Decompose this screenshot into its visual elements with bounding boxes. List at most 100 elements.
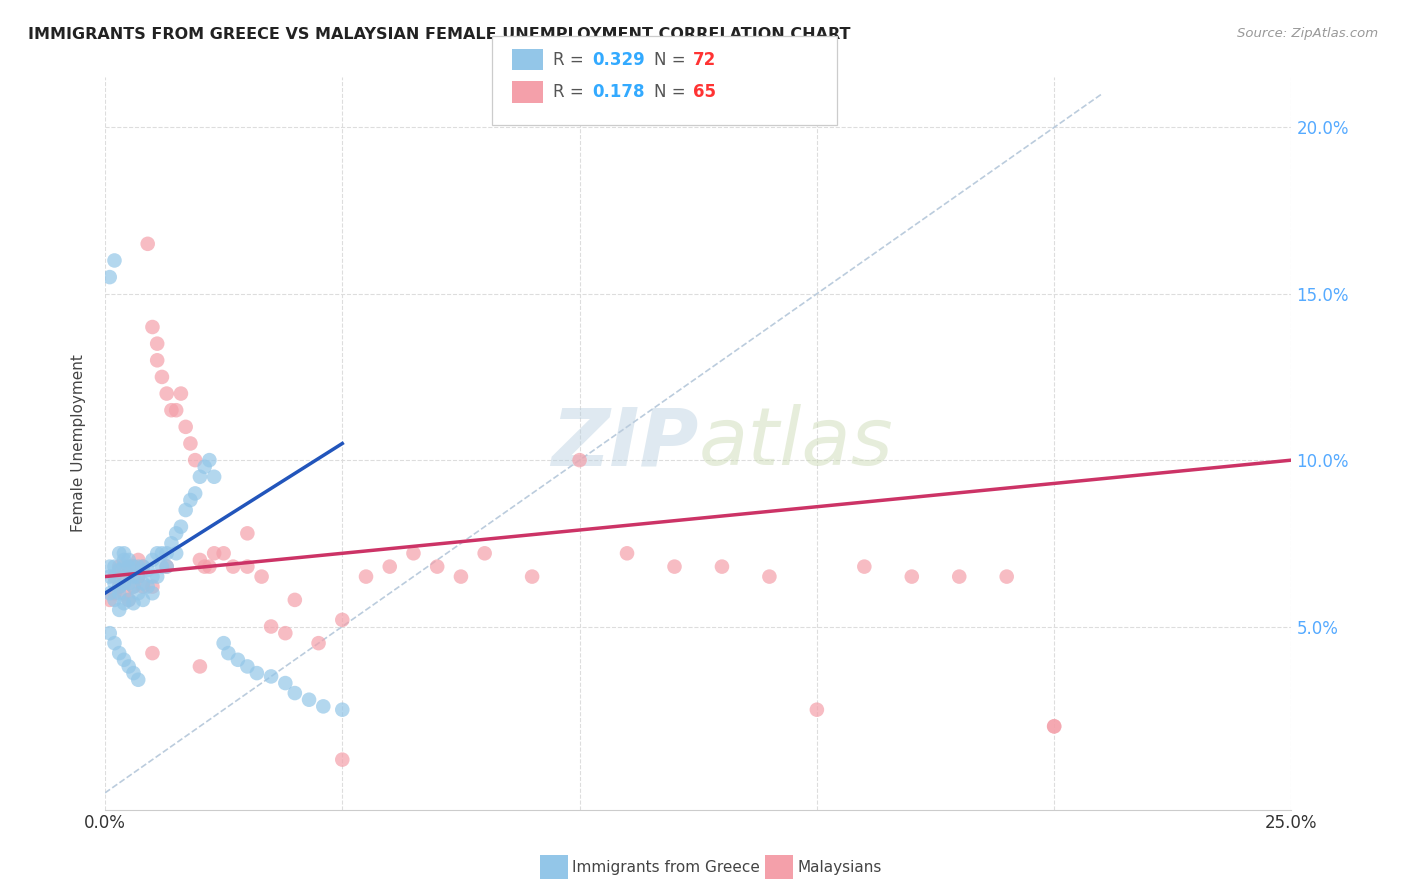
Point bbox=[132, 576, 155, 591]
Point bbox=[103, 253, 125, 268]
Point bbox=[122, 559, 145, 574]
Point bbox=[156, 559, 179, 574]
Point bbox=[236, 559, 259, 574]
Point bbox=[118, 659, 141, 673]
Text: Malaysians: Malaysians bbox=[797, 860, 882, 874]
Point bbox=[1043, 719, 1066, 733]
Point bbox=[156, 386, 179, 401]
Point bbox=[98, 626, 121, 640]
Point bbox=[354, 569, 377, 583]
Point bbox=[188, 553, 211, 567]
Point bbox=[146, 569, 169, 583]
Point bbox=[194, 559, 217, 574]
Point bbox=[127, 569, 149, 583]
Point bbox=[122, 580, 145, 594]
Point bbox=[330, 613, 353, 627]
Point bbox=[122, 596, 145, 610]
Point bbox=[141, 586, 163, 600]
Point bbox=[141, 646, 163, 660]
Point bbox=[127, 673, 149, 687]
Point bbox=[194, 459, 217, 474]
Text: 72: 72 bbox=[693, 51, 717, 69]
Point bbox=[127, 553, 149, 567]
Point bbox=[98, 586, 121, 600]
Point bbox=[118, 553, 141, 567]
Text: 65: 65 bbox=[693, 83, 716, 101]
Point bbox=[165, 403, 187, 417]
Point bbox=[188, 469, 211, 483]
Point bbox=[330, 703, 353, 717]
Point bbox=[308, 636, 330, 650]
Point bbox=[150, 559, 173, 574]
Text: Immigrants from Greece: Immigrants from Greece bbox=[572, 860, 761, 874]
Point bbox=[136, 563, 159, 577]
Point bbox=[274, 626, 297, 640]
Point bbox=[165, 546, 187, 560]
Point bbox=[108, 603, 131, 617]
Point bbox=[298, 692, 321, 706]
Point bbox=[103, 569, 125, 583]
Point bbox=[664, 559, 686, 574]
Y-axis label: Female Unemployment: Female Unemployment bbox=[72, 354, 86, 533]
Text: N =: N = bbox=[654, 51, 690, 69]
Point bbox=[136, 580, 159, 594]
Point bbox=[150, 370, 173, 384]
Point bbox=[160, 403, 183, 417]
Point bbox=[260, 669, 283, 683]
Point bbox=[127, 586, 149, 600]
Point bbox=[132, 593, 155, 607]
Point bbox=[141, 569, 163, 583]
Text: ZIP: ZIP bbox=[551, 404, 699, 483]
Point bbox=[103, 636, 125, 650]
Point bbox=[103, 559, 125, 574]
Point bbox=[118, 559, 141, 574]
Point bbox=[103, 576, 125, 591]
Point bbox=[156, 546, 179, 560]
Point bbox=[217, 646, 239, 660]
Text: 0.329: 0.329 bbox=[592, 51, 645, 69]
Point bbox=[995, 569, 1018, 583]
Point bbox=[112, 546, 135, 560]
Point bbox=[112, 596, 135, 610]
Point bbox=[108, 580, 131, 594]
Text: N =: N = bbox=[654, 83, 690, 101]
Point bbox=[236, 659, 259, 673]
Text: R =: R = bbox=[553, 83, 589, 101]
Point bbox=[136, 236, 159, 251]
Text: Source: ZipAtlas.com: Source: ZipAtlas.com bbox=[1237, 27, 1378, 40]
Point bbox=[132, 580, 155, 594]
Point bbox=[98, 593, 121, 607]
Point bbox=[378, 559, 401, 574]
Point bbox=[284, 593, 307, 607]
Point bbox=[112, 653, 135, 667]
Point bbox=[188, 659, 211, 673]
Point bbox=[806, 703, 828, 717]
Point bbox=[330, 753, 353, 767]
Point bbox=[174, 503, 197, 517]
Point bbox=[112, 569, 135, 583]
Point bbox=[122, 580, 145, 594]
Point bbox=[108, 559, 131, 574]
Point bbox=[246, 666, 269, 681]
Point bbox=[174, 420, 197, 434]
Point bbox=[118, 593, 141, 607]
Point bbox=[146, 546, 169, 560]
Point bbox=[146, 353, 169, 368]
Point bbox=[103, 593, 125, 607]
Point bbox=[226, 653, 249, 667]
Point bbox=[853, 559, 876, 574]
Text: IMMIGRANTS FROM GREECE VS MALAYSIAN FEMALE UNEMPLOYMENT CORRELATION CHART: IMMIGRANTS FROM GREECE VS MALAYSIAN FEMA… bbox=[28, 27, 851, 42]
Point bbox=[758, 569, 780, 583]
Point bbox=[284, 686, 307, 700]
Point bbox=[184, 486, 207, 500]
Point bbox=[165, 526, 187, 541]
Point bbox=[274, 676, 297, 690]
Point bbox=[312, 699, 335, 714]
Text: 0.178: 0.178 bbox=[592, 83, 644, 101]
Point bbox=[568, 453, 591, 467]
Point bbox=[710, 559, 733, 574]
Point bbox=[127, 559, 149, 574]
Point bbox=[250, 569, 273, 583]
Point bbox=[948, 569, 970, 583]
Point bbox=[202, 469, 225, 483]
